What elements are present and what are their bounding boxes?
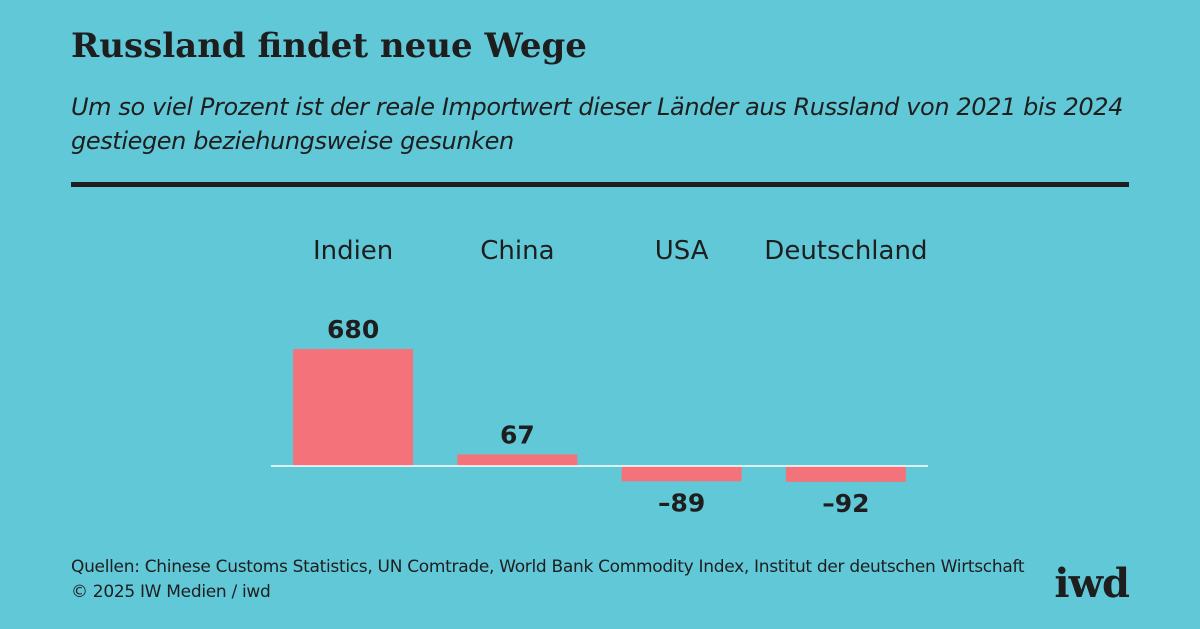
value-label-deutschland: –92: [822, 489, 869, 518]
source-line: Quellen: Chinese Customs Statistics, UN …: [71, 557, 1025, 577]
chart-title: Russland findet neue Wege: [71, 26, 587, 66]
value-label-usa: –89: [658, 488, 705, 517]
bar-usa: [621, 466, 742, 482]
source-note: Quellen: Chinese Customs Statistics, UN …: [71, 555, 1025, 605]
bar-china: [457, 454, 578, 466]
category-label-usa: USA: [655, 236, 709, 266]
value-label-china: 67: [500, 420, 535, 449]
bar-indien: [293, 349, 414, 466]
iwd-logo: iwd: [1054, 560, 1130, 607]
category-label-deutschland: Deutschland: [764, 236, 927, 266]
title-divider: [71, 182, 1129, 187]
category-label-indien: Indien: [313, 236, 393, 266]
value-label-indien: 680: [327, 315, 379, 344]
copyright-line: © 2025 IW Medien / iwd: [71, 582, 271, 602]
category-label-china: China: [480, 236, 554, 266]
chart-subtitle: Um so viel Prozent ist der reale Importw…: [71, 93, 1123, 155]
bar-deutschland: [785, 466, 906, 482]
